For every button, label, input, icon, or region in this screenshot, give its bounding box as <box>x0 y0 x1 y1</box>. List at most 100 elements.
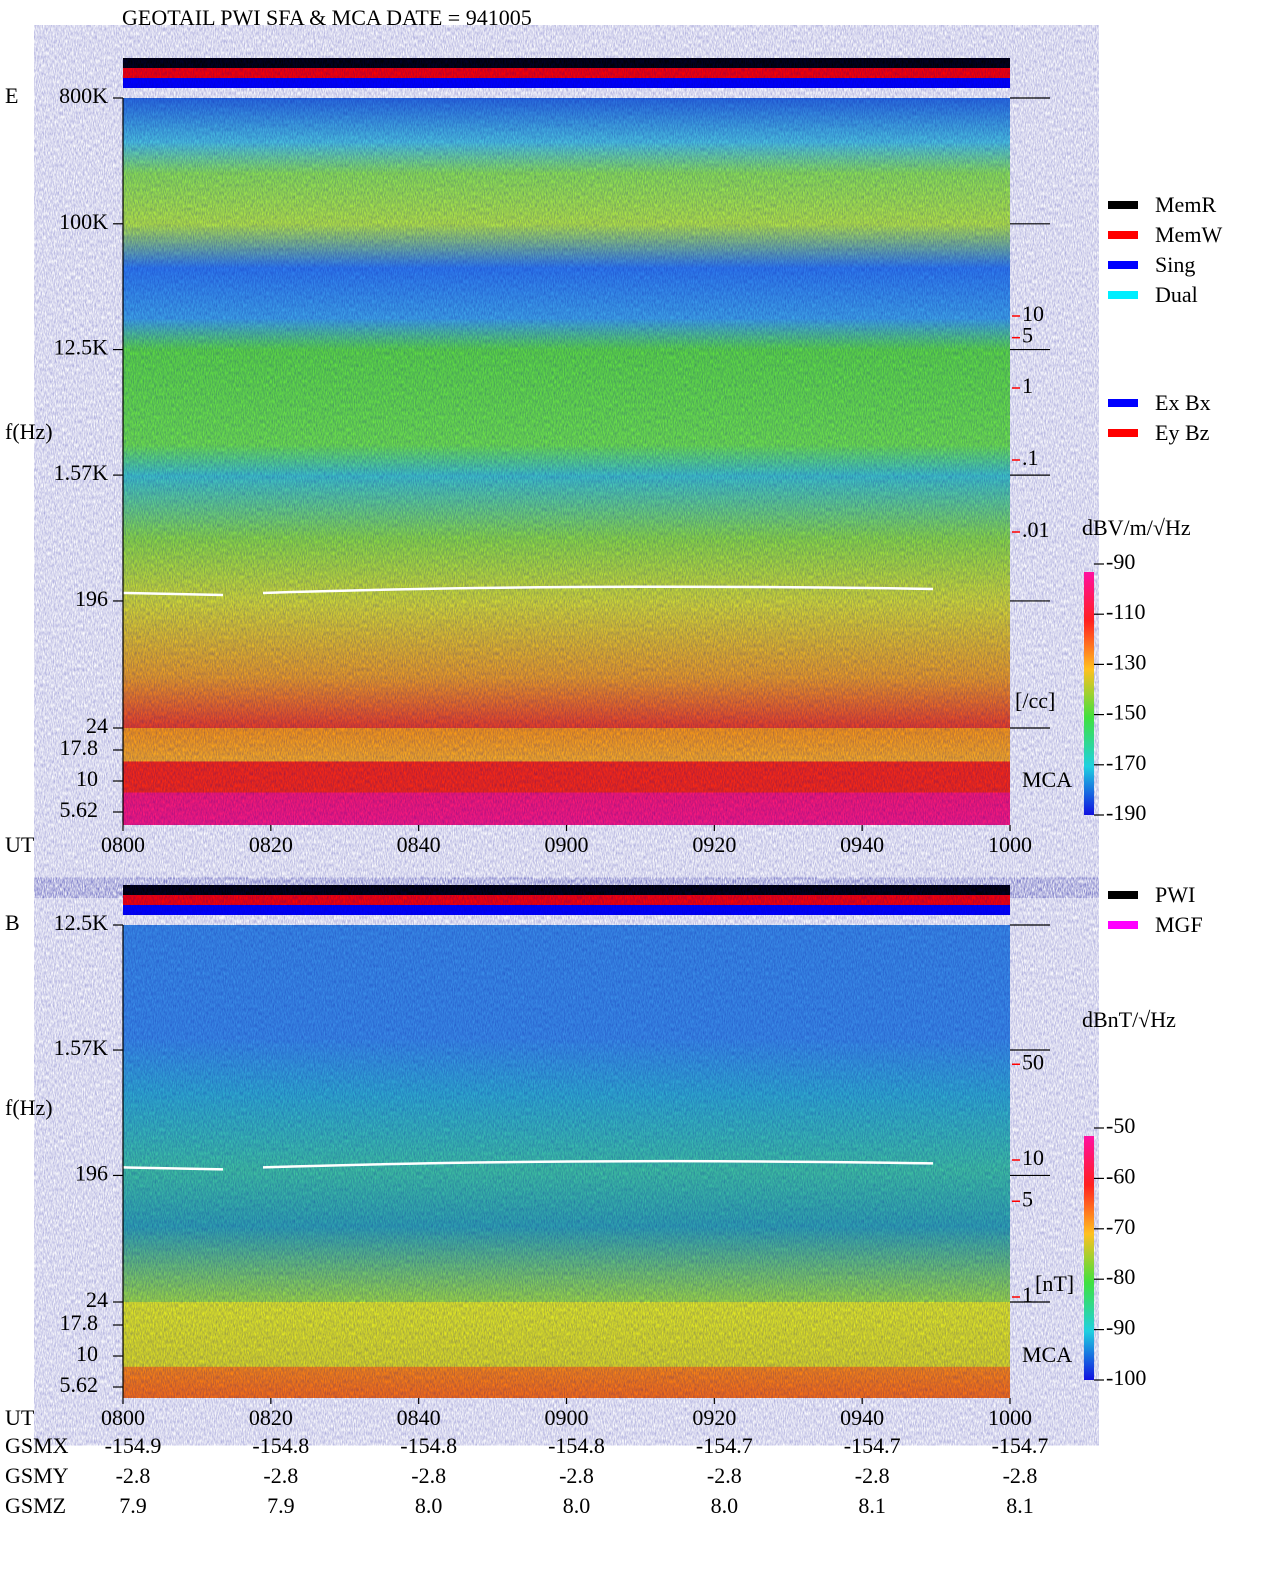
y-tick-label: 24 <box>86 713 108 738</box>
status-bar <box>123 68 1010 78</box>
x-tick-label: 0900 <box>545 832 589 857</box>
colorbar-tick-label: -170 <box>1106 750 1146 775</box>
mca-label: MCA <box>1022 767 1072 792</box>
orbit-value: -2.8 <box>855 1463 890 1488</box>
colorbar <box>1084 1136 1094 1380</box>
legend-label: Dual <box>1155 282 1198 307</box>
legend-label: PWI <box>1155 882 1195 907</box>
orbit-value: -154.7 <box>992 1433 1049 1458</box>
density-tick-label: 10 <box>1022 301 1044 326</box>
density-tick-label: 5 <box>1022 323 1033 348</box>
orbit-value: 8.0 <box>711 1493 739 1518</box>
y-tick-label: 100K <box>59 209 108 234</box>
orbit-value: -2.8 <box>263 1463 298 1488</box>
colorbar-tick-label: -190 <box>1106 800 1146 825</box>
orbit-value: -154.9 <box>105 1433 162 1458</box>
status-bar <box>123 895 1010 905</box>
orbit-value: -2.8 <box>707 1463 742 1488</box>
mca-tick-label: 5.62 <box>60 1372 99 1397</box>
x-tick-label: 0940 <box>840 832 884 857</box>
legend-label: Ex Bx <box>1155 390 1211 415</box>
title: GEOTAIL PWI SFA & MCA DATE = 941005 <box>122 5 532 30</box>
legend-swatch <box>1108 291 1138 299</box>
x-axis-label: UT <box>5 1405 35 1430</box>
x-tick-label: 0800 <box>101 832 145 857</box>
legend-swatch <box>1108 231 1138 239</box>
y-tick-label: 24 <box>86 1287 108 1312</box>
legend-swatch <box>1108 429 1138 437</box>
density-tick-label: 1 <box>1022 373 1033 398</box>
status-bar <box>123 58 1010 68</box>
mca-label: MCA <box>1022 1342 1072 1367</box>
density-tick-label: 1 <box>1022 1282 1033 1307</box>
colorbar-tick-label: -70 <box>1106 1214 1135 1239</box>
mca-tick-label: 10 <box>76 1341 98 1366</box>
y-tick-label: 196 <box>75 1160 108 1185</box>
density-unit: [/cc] <box>1015 688 1055 713</box>
orbit-value: 8.1 <box>1006 1493 1034 1518</box>
colorbar-tick-label: -130 <box>1106 649 1146 674</box>
orbit-value: -2.8 <box>411 1463 446 1488</box>
x-tick-label: 1000 <box>988 832 1032 857</box>
y-tick-label: 1.57K <box>54 460 109 485</box>
orbit-value: 8.0 <box>563 1493 591 1518</box>
legend-label: Sing <box>1155 252 1195 277</box>
y-tick-label: 800K <box>59 83 108 108</box>
colorbar-tick-label: -80 <box>1106 1264 1135 1289</box>
mca-tick-label: 17.8 <box>60 735 99 760</box>
orbit-value: -2.8 <box>559 1463 594 1488</box>
x-tick-label: 0940 <box>840 1405 884 1430</box>
texture <box>123 98 1010 825</box>
x-tick-label: 0920 <box>692 832 736 857</box>
orbit-value: 7.9 <box>267 1493 295 1518</box>
orbit-value: -2.8 <box>1003 1463 1038 1488</box>
density-tick-label: .1 <box>1022 445 1039 470</box>
mca-tick-label: 5.62 <box>60 797 99 822</box>
colorbar-tick-label: -90 <box>1106 549 1135 574</box>
orbit-value: -154.8 <box>400 1433 457 1458</box>
colorbar-tick-label: -90 <box>1106 1315 1135 1340</box>
orbit-name: GSMX <box>5 1433 69 1458</box>
orbit-value: -154.7 <box>696 1433 753 1458</box>
density-tick-label: 50 <box>1022 1049 1044 1074</box>
x-tick-label: 1000 <box>988 1405 1032 1430</box>
panel-label: B <box>5 910 20 935</box>
colorbar-tick-label: -150 <box>1106 700 1146 725</box>
orbit-name: GSMY <box>5 1463 69 1488</box>
y-axis-label: f(Hz) <box>5 419 53 444</box>
density-tick-label: .01 <box>1022 517 1050 542</box>
plots: Ef(Hz)UT800K100K12.5K1.57K1962417.8105.6… <box>5 58 1222 1518</box>
density-tick-label: 5 <box>1022 1186 1033 1211</box>
status-bar <box>123 885 1010 895</box>
y-tick-label: 196 <box>75 586 108 611</box>
x-tick-label: 0820 <box>249 832 293 857</box>
y-axis-label: f(Hz) <box>5 1095 53 1120</box>
colorbar-tick-label: -50 <box>1106 1113 1135 1138</box>
colorbar-label: dBV/m/√Hz <box>1082 515 1191 540</box>
colorbar-tick-label: -110 <box>1106 599 1146 624</box>
legend-swatch <box>1108 921 1138 929</box>
legend-swatch <box>1108 891 1138 899</box>
plasma-line <box>122 1159 934 1171</box>
colorbar <box>1084 572 1094 815</box>
orbit-value: -2.8 <box>116 1463 151 1488</box>
colorbar-tick-label: -60 <box>1106 1163 1135 1188</box>
x-tick-label: 0820 <box>249 1405 293 1430</box>
orbit-value: 8.1 <box>858 1493 886 1518</box>
legend-swatch <box>1108 399 1138 407</box>
mca-tick-label: 17.8 <box>60 1310 99 1335</box>
legend-label: Ey Bz <box>1155 420 1210 445</box>
plasma-line <box>122 585 934 597</box>
legend-label: MemR <box>1155 192 1216 217</box>
x-tick-label: 0800 <box>101 1405 145 1430</box>
legend-label: MGF <box>1155 912 1203 937</box>
orbit-value: -154.8 <box>252 1433 309 1458</box>
legend-swatch <box>1108 261 1138 269</box>
x-tick-label: 0920 <box>692 1405 736 1430</box>
mca-tick-label: 10 <box>76 766 98 791</box>
x-axis-label: UT <box>5 832 35 857</box>
density-tick-label: 10 <box>1022 1145 1044 1170</box>
colorbar-tick-label: -100 <box>1106 1365 1146 1390</box>
colorbar-label: dBnT/√Hz <box>1082 1007 1176 1032</box>
